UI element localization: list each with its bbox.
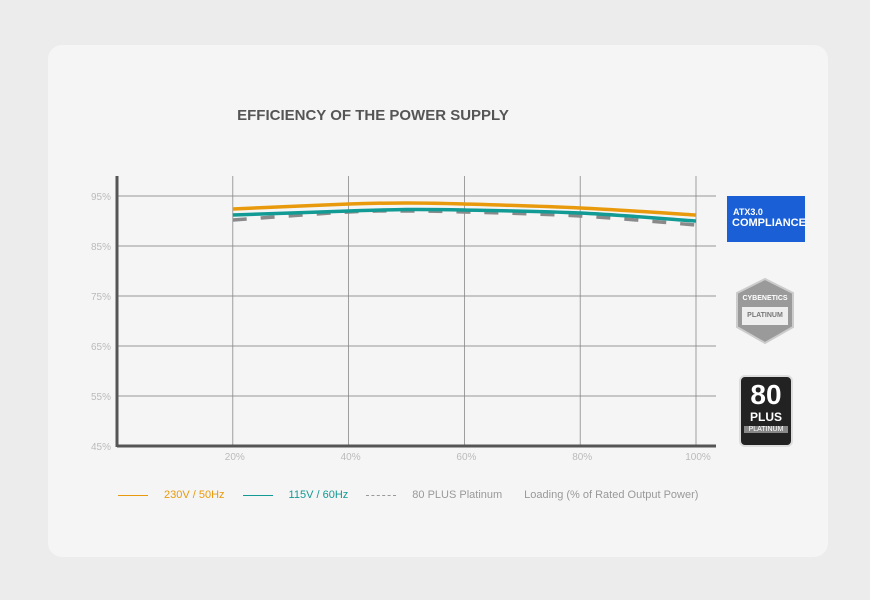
legend-swatch-80plus (366, 494, 397, 496)
series-line-115v-60hz (232, 207, 697, 223)
y-tick-label: 75% (91, 292, 111, 303)
atx3-compliance-logo: ATX3.0 COMPLIANCE (727, 196, 806, 242)
legend-swatch-115v (242, 494, 273, 496)
y-tick-label: 45% (91, 442, 111, 453)
80plus-platinum-logo: 80 PLUS PLATINUM (739, 375, 793, 447)
y-tick-label: 65% (91, 342, 111, 353)
x-tick-label: 60% (456, 452, 476, 463)
legend-label-80plus: 80 PLUS Platinum (412, 489, 503, 501)
cybenetics-platinum-logo: CYBENETICS PLATINUM (734, 277, 796, 345)
legend: 230V / 50Hz 115V / 60Hz 80 PLUS Platinum… (118, 489, 698, 501)
y-tick-label: 85% (91, 242, 111, 253)
legend-label-230v: 230V / 50Hz (164, 489, 225, 501)
legend-label-115v: 115V / 60Hz (288, 489, 349, 501)
x-axis-label: Loading (% of Rated Output Power) (524, 489, 699, 501)
chart-card: EFFICIENCY OF THE POWER SUPPLY 95% 85% 75%… (48, 45, 828, 557)
efficiency-chart: 95% 85% 75% 65% 55% 45% 20% 40% 60% 80% 100% (91, 176, 716, 463)
x-tick-label: 40% (341, 452, 361, 463)
chart-title: EFFICIENCY OF THE POWER SUPPLY (237, 107, 509, 124)
legend-swatch-230v (118, 494, 148, 496)
y-tick-label: 55% (91, 392, 111, 403)
series-line-230v-50hz (232, 201, 697, 217)
x-tick-label: 100% (685, 452, 711, 463)
y-tick-label: 95% (91, 192, 111, 203)
x-tick-label: 80% (572, 452, 592, 463)
x-tick-label: 20% (225, 452, 245, 463)
